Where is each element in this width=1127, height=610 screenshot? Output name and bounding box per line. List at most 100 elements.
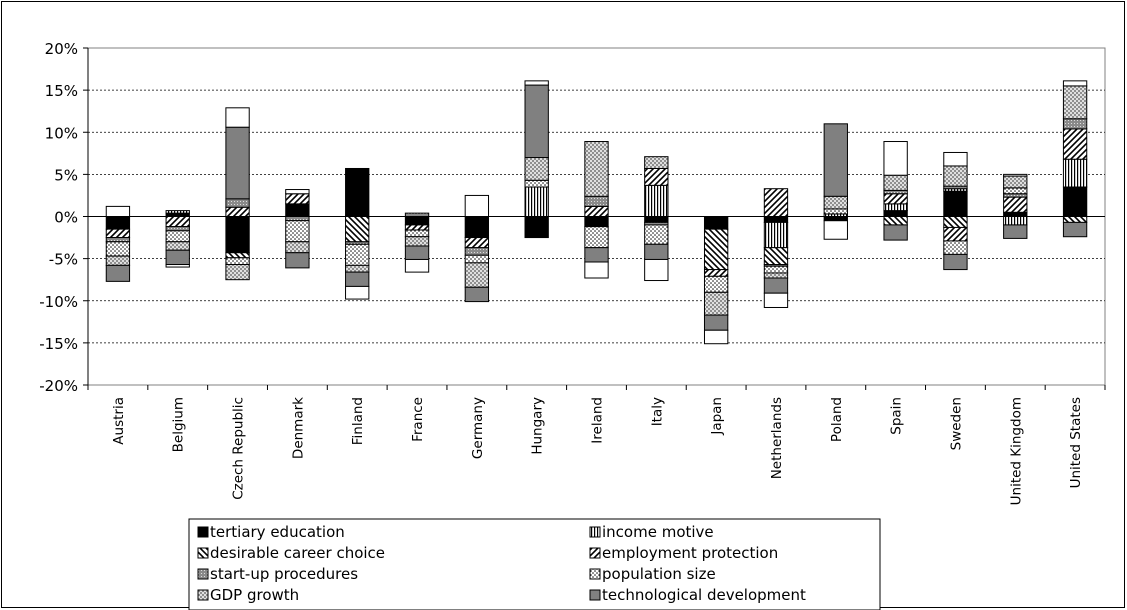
bar-segment xyxy=(285,193,310,205)
bar-segment xyxy=(763,216,789,223)
bar-segment xyxy=(943,253,968,271)
bar-segment xyxy=(1062,118,1088,130)
bar-segment xyxy=(165,226,190,232)
legend-swatch xyxy=(197,568,209,580)
bar-segment xyxy=(763,272,789,279)
bar-segment xyxy=(584,247,609,263)
bar-segment xyxy=(644,184,669,217)
bar-segment xyxy=(464,262,490,288)
legend-label: income motive xyxy=(602,523,714,541)
bar-segment xyxy=(883,224,908,241)
bar-segment xyxy=(404,229,430,238)
bar-segment xyxy=(883,141,908,176)
legend-label: technological development xyxy=(602,586,806,604)
bar-segment xyxy=(285,220,310,243)
x-tick-label: Denmark xyxy=(290,397,306,459)
bar-segment xyxy=(464,216,490,239)
bar-segment xyxy=(883,174,908,191)
bar-segment xyxy=(644,224,669,245)
bar-segment xyxy=(1003,193,1028,198)
bar-segment xyxy=(1062,221,1088,238)
bar-segment xyxy=(524,157,549,181)
bar-segment xyxy=(524,80,549,86)
bar-segment xyxy=(1062,85,1088,120)
x-tick-label: Netherlands xyxy=(769,397,785,479)
x-tick-label: Austria xyxy=(111,397,127,445)
bar-segment xyxy=(703,216,729,230)
bar-segment xyxy=(524,179,549,188)
bar-segment xyxy=(943,165,968,187)
bar-segment xyxy=(225,216,250,254)
bar-segment xyxy=(285,252,310,269)
bar-segment xyxy=(1003,224,1028,239)
legend-swatch xyxy=(589,547,601,559)
x-tick-label: Sweden xyxy=(948,397,964,450)
bar-segment xyxy=(165,230,190,243)
bar-segment xyxy=(584,261,609,279)
bar-segment xyxy=(165,264,190,268)
bar-segment xyxy=(763,188,789,217)
bar-segment xyxy=(345,285,370,300)
bar-segment xyxy=(285,216,310,222)
bar-segment xyxy=(584,205,609,217)
bar-segment xyxy=(703,314,729,331)
bar-segment xyxy=(703,329,729,345)
bar-segment xyxy=(823,220,848,240)
bar-segment xyxy=(644,156,669,169)
bar-segment xyxy=(1062,216,1088,223)
x-tick-label: Japan xyxy=(709,397,725,436)
bar-segment xyxy=(225,257,250,266)
x-tick-label: Hungary xyxy=(530,397,546,455)
bar-segment xyxy=(703,228,729,271)
bar-segment xyxy=(285,189,310,195)
bar-segment xyxy=(1003,211,1028,218)
bar-segment xyxy=(524,84,549,159)
bar-segment xyxy=(464,194,490,217)
x-tick-label: Finland xyxy=(350,397,366,445)
bar-segment xyxy=(883,210,908,217)
bar-segment xyxy=(345,216,370,243)
bar-segment xyxy=(943,240,968,255)
bar-segment xyxy=(524,216,549,239)
bar-segment xyxy=(883,216,908,226)
bar-segment xyxy=(285,241,310,254)
bar-segment xyxy=(225,252,250,259)
bar-segment xyxy=(763,247,789,266)
y-tick-label: 15% xyxy=(45,82,78,100)
bar-segment xyxy=(823,216,848,222)
bar-segment xyxy=(943,226,968,242)
y-tick-label: 20% xyxy=(45,40,78,58)
bar-segment xyxy=(165,212,190,218)
bar-segment xyxy=(1003,187,1028,195)
legend-label: population size xyxy=(602,565,716,583)
y-tick-label: -10% xyxy=(39,293,78,311)
bar-segment xyxy=(165,210,190,214)
bar-segment xyxy=(1003,175,1028,189)
bar-segment xyxy=(943,216,968,228)
bar-segment xyxy=(464,254,490,264)
y-tick-label: 10% xyxy=(45,124,78,142)
legend-swatch xyxy=(197,547,209,559)
bar-segment xyxy=(763,292,789,308)
bar-segment xyxy=(105,228,131,239)
y-tick-label: 5% xyxy=(54,166,78,184)
bar-segment xyxy=(345,264,370,273)
x-tick-label: Czech Republic xyxy=(231,397,247,500)
legend-label: start-up procedures xyxy=(210,565,358,583)
bar-segment xyxy=(703,269,729,277)
legend-label: employment protection xyxy=(602,544,778,562)
bar-segment xyxy=(823,195,848,210)
bar-segment xyxy=(165,249,190,266)
bar-segment xyxy=(345,243,370,266)
legend xyxy=(188,518,881,610)
legend-swatch xyxy=(197,589,209,601)
x-tick-label: France xyxy=(410,397,426,442)
x-tick-label: Ireland xyxy=(590,397,606,444)
bar-segment xyxy=(105,216,131,230)
bar-segment xyxy=(404,236,430,247)
bar-segment xyxy=(763,221,789,249)
legend-swatch xyxy=(197,526,209,538)
x-tick-label: Poland xyxy=(829,397,845,442)
bar-segment xyxy=(584,226,609,249)
bar-segment xyxy=(703,291,729,316)
